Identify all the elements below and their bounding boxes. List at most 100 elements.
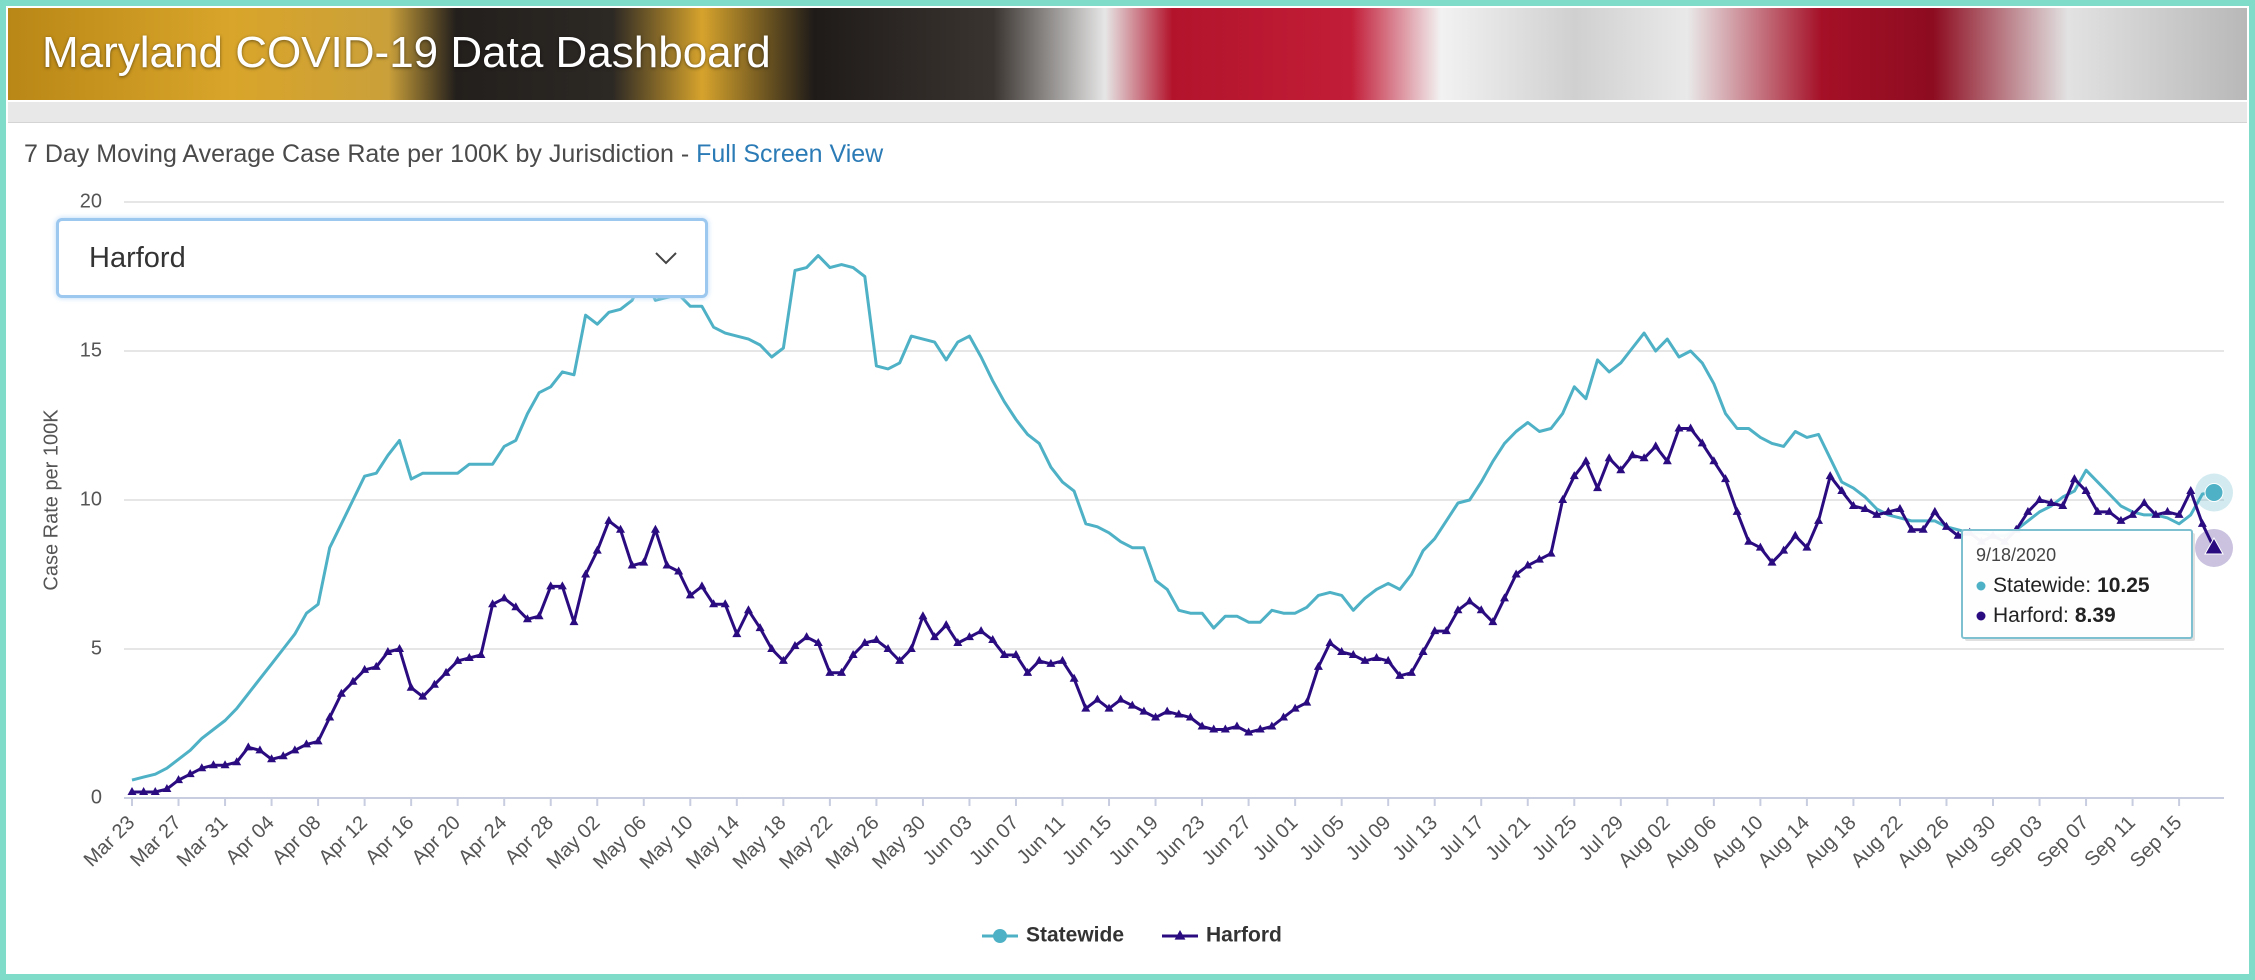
data-point [1930,507,1939,515]
data-point [1547,549,1556,557]
data-point [1628,450,1637,458]
dashboard: Maryland COVID-19 Data Dashboard 0510152… [0,0,2255,980]
dropdown-value: Harford [89,242,186,275]
x-tick-label: Apr 16 [361,812,418,869]
x-tick-label: Jun 15 [1058,812,1116,870]
y-axis-label: Case Rate per 100K [40,409,62,591]
legend: Statewide Harford [982,924,1282,947]
x-tick-label: May 30 [868,812,930,874]
tooltip-swatch [1977,612,1986,621]
data-point [1605,453,1614,461]
data-point [802,632,811,640]
x-tick-label: Jun 27 [1198,812,1256,870]
data-point [1895,504,1904,512]
x-tick-label: Jul 09 [1342,812,1395,865]
series-line [132,429,2214,793]
legend-label: Statewide [1026,924,1124,947]
x-tick-label: Mar 27 [126,812,186,872]
data-point [1302,698,1311,706]
tooltip-value: 10.25 [2097,574,2150,597]
x-tick-label: Aug 02 [1614,812,1674,872]
tooltip-label: Statewide: [1993,574,2091,597]
jurisdiction-dropdown[interactable]: Harford [56,218,708,298]
tooltip-row: Statewide: 10.25 [1993,574,2150,597]
dropdown-chevron [653,245,679,271]
data-point [535,611,544,619]
data-point [1035,656,1044,664]
x-tick-label: Jun 23 [1151,812,1209,870]
data-point [639,558,648,566]
x-tick-label: Jun 07 [965,812,1023,870]
x-tick-label: Apr 24 [454,812,511,869]
x-tick-label: Apr 08 [268,812,325,869]
x-tick-label: Jun 19 [1105,812,1163,870]
data-point [1058,656,1067,664]
data-point [1581,456,1590,464]
data-point [2163,507,2172,515]
data-point [1651,441,1660,449]
x-tick-label: Sep 07 [2033,812,2093,872]
x-tick-label: Sep 15 [2126,812,2186,872]
data-point [407,683,416,691]
data-point [2070,474,2079,482]
x-tick-label: Aug 22 [1847,812,1907,872]
y-tick-label: 5 [91,637,102,659]
x-tick-label: Apr 04 [222,812,279,869]
tooltip-swatch [1977,582,1986,591]
legend-label: Harford [1206,924,1282,947]
data-point [1326,638,1335,646]
tooltip-label: Harford: [1993,604,2069,627]
y-tick-label: 20 [80,190,102,212]
tooltip-value: 8.39 [2075,604,2116,627]
x-tick-label: Apr 20 [408,812,465,869]
x-tick-label: Jul 21 [1482,812,1535,865]
x-tick-label: Aug 14 [1754,812,1814,872]
y-tick-label: 10 [80,488,102,510]
data-point [744,605,753,613]
x-tick-label: Aug 30 [1940,812,2000,872]
x-tick-label: Jul 25 [1528,812,1581,865]
data-point [1465,596,1474,604]
data-point [1826,471,1835,479]
data-point [244,742,253,750]
x-tick-label: Mar 31 [173,812,233,872]
data-point [1733,507,1742,515]
x-tick-label: Jul 01 [1249,812,1302,865]
data-point [1791,531,1800,539]
data-point [476,650,485,658]
x-tick-label: Sep 03 [1986,812,2046,872]
data-point [977,626,986,634]
data-point [1116,695,1125,703]
x-tick-label: Jul 13 [1389,812,1442,865]
data-point [872,635,881,643]
tooltip-date: 9/18/2020 [1976,545,2056,565]
x-tick-label: Apr 12 [315,812,372,869]
data-point [651,525,660,533]
data-point [569,617,578,625]
data-point [1232,721,1241,729]
panel-title-text: 7 Day Moving Average Case Rate per 100K … [24,140,696,168]
data-point [2198,519,2207,527]
x-tick-label: Jul 05 [1296,812,1349,865]
tooltip-row: Harford: 8.39 [1993,604,2116,627]
data-point [1372,653,1381,661]
x-tick-label: Mar 23 [80,812,140,872]
data-point [1814,516,1823,524]
x-tick-label: Aug 10 [1707,812,1767,872]
data-point [942,620,951,628]
x-tick-label: Aug 06 [1661,812,1721,872]
x-tick-label: Jul 17 [1435,812,1488,865]
data-point [1163,707,1172,715]
full-screen-link[interactable]: Full Screen View [696,140,883,168]
data-point [604,516,613,524]
data-point [918,611,927,619]
x-tick-label: Jun 03 [919,812,977,870]
y-tick-label: 0 [91,786,102,808]
hover-point [2205,484,2223,502]
x-tick-label: Aug 26 [1893,812,1953,872]
panel-title: 7 Day Moving Average Case Rate per 100K … [24,140,883,169]
data-point [1093,695,1102,703]
series-line [132,256,2214,781]
data-point [697,581,706,589]
legend-marker [993,929,1007,943]
